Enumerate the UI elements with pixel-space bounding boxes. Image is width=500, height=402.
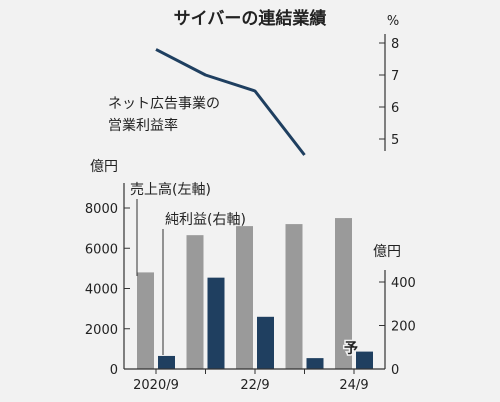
profit-bar-1 <box>207 277 225 369</box>
line-series-label-1: 営業利益率 <box>108 117 178 134</box>
left-tick-label-1: 2000 <box>85 323 118 338</box>
margin-line <box>155 48 306 156</box>
left-tick-label-4: 8000 <box>85 202 118 217</box>
line-tick-label-0: 5 <box>391 133 399 148</box>
revenue-bar-0 <box>137 272 154 369</box>
left-tick-label-0: 0 <box>110 363 118 378</box>
x-tick-label-1: 22/9 <box>240 378 269 393</box>
line-axis-unit: % <box>387 14 399 29</box>
profit-bar-3 <box>306 358 324 369</box>
right-tick-label-2: 400 <box>391 276 416 291</box>
right-axis-unit: 億円 <box>373 244 401 260</box>
profit-bar-4 <box>356 351 373 369</box>
profit-bar-2 <box>257 316 274 369</box>
revenue-bar-1 <box>186 235 204 369</box>
x-tick-label-0: 2020/9 <box>133 378 179 393</box>
line-series-label-0: ネット広告事業の <box>108 96 220 112</box>
right-tick-label-1: 200 <box>391 320 416 335</box>
left-axis-unit: 億円 <box>90 159 118 175</box>
left-tick-label-2: 4000 <box>85 283 118 298</box>
revenue-series-label: 売上高(左軸) <box>130 181 211 198</box>
forecast-marker: 予 <box>344 341 358 357</box>
x-tick-label-2: 24/9 <box>339 378 368 393</box>
revenue-bar-2 <box>236 226 253 369</box>
revenue-bar-3 <box>285 224 303 369</box>
line-tick-label-2: 7 <box>391 69 399 84</box>
axes-layer: 0 2000 4000 6000 8000 0 200 400 5 6 7 8 <box>85 34 416 378</box>
line-tick-label-1: 6 <box>391 101 399 116</box>
profit-bar-0 <box>158 355 175 369</box>
left-tick-label-3: 6000 <box>85 242 118 257</box>
line-tick-label-3: 8 <box>391 37 399 52</box>
chart-title: サイバーの連結業績 <box>174 8 327 29</box>
revenue-bar-4 <box>335 218 352 369</box>
line-layer <box>155 48 306 156</box>
profit-series-label: 純利益(右軸) <box>165 212 246 228</box>
bar-layer <box>137 218 373 369</box>
right-tick-label-0: 0 <box>391 363 399 378</box>
